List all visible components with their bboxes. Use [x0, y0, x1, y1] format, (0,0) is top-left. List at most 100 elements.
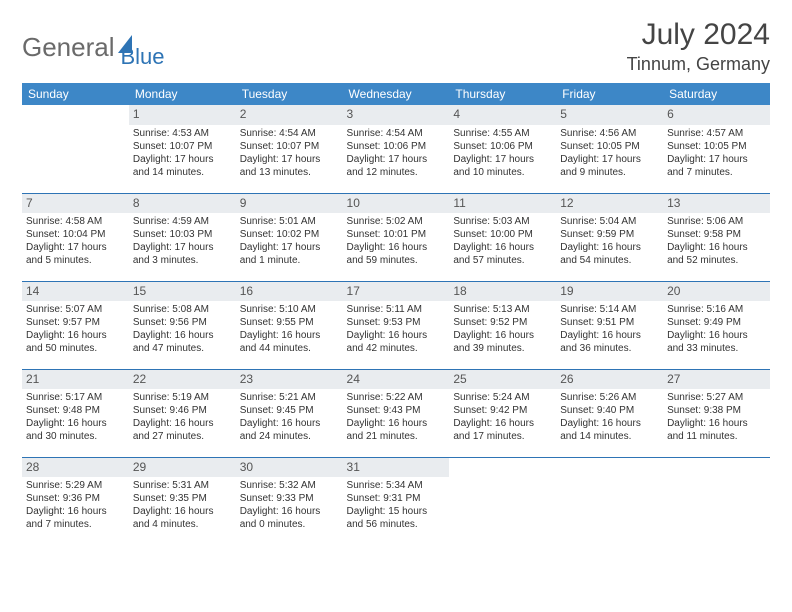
day-info: Sunrise: 5:14 AMSunset: 9:51 PMDaylight:… [560, 303, 659, 355]
day-number: 3 [343, 105, 450, 125]
sunrise-text: Sunrise: 5:24 AM [453, 391, 552, 404]
day-info: Sunrise: 4:55 AMSunset: 10:06 PMDaylight… [453, 127, 552, 179]
day-info: Sunrise: 5:32 AMSunset: 9:33 PMDaylight:… [240, 479, 339, 531]
sunrise-text: Sunrise: 4:55 AM [453, 127, 552, 140]
day-number: 26 [556, 370, 663, 390]
day-number: 22 [129, 370, 236, 390]
day-number: 28 [22, 458, 129, 478]
sunrise-text: Sunrise: 5:26 AM [560, 391, 659, 404]
calendar-week: 28Sunrise: 5:29 AMSunset: 9:36 PMDayligh… [22, 457, 770, 545]
day-info: Sunrise: 5:24 AMSunset: 9:42 PMDaylight:… [453, 391, 552, 443]
sunrise-text: Sunrise: 4:58 AM [26, 215, 125, 228]
day-number: 15 [129, 282, 236, 302]
sunrise-text: Sunrise: 5:29 AM [26, 479, 125, 492]
sunrise-text: Sunrise: 5:34 AM [347, 479, 446, 492]
sunrise-text: Sunrise: 4:54 AM [240, 127, 339, 140]
calendar-cell: 30Sunrise: 5:32 AMSunset: 9:33 PMDayligh… [236, 457, 343, 545]
day-info: Sunrise: 5:22 AMSunset: 9:43 PMDaylight:… [347, 391, 446, 443]
day-info: Sunrise: 5:02 AMSunset: 10:01 PMDaylight… [347, 215, 446, 267]
sunrise-text: Sunrise: 5:13 AM [453, 303, 552, 316]
day-info: Sunrise: 5:19 AMSunset: 9:46 PMDaylight:… [133, 391, 232, 443]
sunset-text: Sunset: 10:05 PM [667, 140, 766, 153]
sunset-text: Sunset: 10:07 PM [240, 140, 339, 153]
day-info: Sunrise: 4:59 AMSunset: 10:03 PMDaylight… [133, 215, 232, 267]
sunset-text: Sunset: 9:46 PM [133, 404, 232, 417]
sunset-text: Sunset: 9:58 PM [667, 228, 766, 241]
day-number: 8 [129, 194, 236, 214]
weekday-header-row: SundayMondayTuesdayWednesdayThursdayFrid… [22, 83, 770, 105]
calendar-cell: 17Sunrise: 5:11 AMSunset: 9:53 PMDayligh… [343, 281, 450, 369]
sunset-text: Sunset: 10:02 PM [240, 228, 339, 241]
calendar-cell: 14Sunrise: 5:07 AMSunset: 9:57 PMDayligh… [22, 281, 129, 369]
calendar-cell: 8Sunrise: 4:59 AMSunset: 10:03 PMDayligh… [129, 193, 236, 281]
sunrise-text: Sunrise: 5:11 AM [347, 303, 446, 316]
sunset-text: Sunset: 9:49 PM [667, 316, 766, 329]
sunrise-text: Sunrise: 5:08 AM [133, 303, 232, 316]
sunset-text: Sunset: 9:38 PM [667, 404, 766, 417]
day-info: Sunrise: 5:06 AMSunset: 9:58 PMDaylight:… [667, 215, 766, 267]
sunrise-text: Sunrise: 5:07 AM [26, 303, 125, 316]
logo-text-general: General [22, 32, 115, 63]
sunrise-text: Sunrise: 5:10 AM [240, 303, 339, 316]
calendar-cell: 20Sunrise: 5:16 AMSunset: 9:49 PMDayligh… [663, 281, 770, 369]
daylight-text: Daylight: 16 hours and 44 minutes. [240, 329, 339, 355]
calendar-cell: 3Sunrise: 4:54 AMSunset: 10:06 PMDayligh… [343, 105, 450, 193]
calendar-cell: 12Sunrise: 5:04 AMSunset: 9:59 PMDayligh… [556, 193, 663, 281]
month-title: July 2024 [627, 18, 770, 52]
sunrise-text: Sunrise: 5:31 AM [133, 479, 232, 492]
day-number: 11 [449, 194, 556, 214]
weekday-header: Sunday [22, 83, 129, 105]
sunrise-text: Sunrise: 5:04 AM [560, 215, 659, 228]
calendar-cell: 11Sunrise: 5:03 AMSunset: 10:00 PMDaylig… [449, 193, 556, 281]
day-info: Sunrise: 5:21 AMSunset: 9:45 PMDaylight:… [240, 391, 339, 443]
calendar-cell: 23Sunrise: 5:21 AMSunset: 9:45 PMDayligh… [236, 369, 343, 457]
calendar-cell: 4Sunrise: 4:55 AMSunset: 10:06 PMDayligh… [449, 105, 556, 193]
day-number: 6 [663, 105, 770, 125]
daylight-text: Daylight: 16 hours and 39 minutes. [453, 329, 552, 355]
weekday-header: Monday [129, 83, 236, 105]
daylight-text: Daylight: 16 hours and 0 minutes. [240, 505, 339, 531]
day-info: Sunrise: 5:27 AMSunset: 9:38 PMDaylight:… [667, 391, 766, 443]
calendar-cell: 7Sunrise: 4:58 AMSunset: 10:04 PMDayligh… [22, 193, 129, 281]
daylight-text: Daylight: 16 hours and 42 minutes. [347, 329, 446, 355]
sunset-text: Sunset: 9:53 PM [347, 316, 446, 329]
day-info: Sunrise: 5:01 AMSunset: 10:02 PMDaylight… [240, 215, 339, 267]
calendar-cell: 13Sunrise: 5:06 AMSunset: 9:58 PMDayligh… [663, 193, 770, 281]
day-info: Sunrise: 5:03 AMSunset: 10:00 PMDaylight… [453, 215, 552, 267]
header: General Blue July 2024 Tinnum, Germany [22, 18, 770, 75]
sunset-text: Sunset: 9:48 PM [26, 404, 125, 417]
calendar-cell [449, 457, 556, 545]
day-number: 25 [449, 370, 556, 390]
daylight-text: Daylight: 16 hours and 11 minutes. [667, 417, 766, 443]
day-number: 13 [663, 194, 770, 214]
calendar-cell: 18Sunrise: 5:13 AMSunset: 9:52 PMDayligh… [449, 281, 556, 369]
calendar-cell [556, 457, 663, 545]
sunset-text: Sunset: 10:01 PM [347, 228, 446, 241]
sunrise-text: Sunrise: 5:02 AM [347, 215, 446, 228]
calendar-cell: 2Sunrise: 4:54 AMSunset: 10:07 PMDayligh… [236, 105, 343, 193]
sunset-text: Sunset: 10:05 PM [560, 140, 659, 153]
sunset-text: Sunset: 9:57 PM [26, 316, 125, 329]
day-info: Sunrise: 4:57 AMSunset: 10:05 PMDaylight… [667, 127, 766, 179]
day-info: Sunrise: 5:16 AMSunset: 9:49 PMDaylight:… [667, 303, 766, 355]
day-info: Sunrise: 5:26 AMSunset: 9:40 PMDaylight:… [560, 391, 659, 443]
sunset-text: Sunset: 9:33 PM [240, 492, 339, 505]
daylight-text: Daylight: 16 hours and 27 minutes. [133, 417, 232, 443]
day-info: Sunrise: 5:29 AMSunset: 9:36 PMDaylight:… [26, 479, 125, 531]
day-info: Sunrise: 4:56 AMSunset: 10:05 PMDaylight… [560, 127, 659, 179]
weekday-header: Tuesday [236, 83, 343, 105]
logo-text-blue: Blue [121, 24, 165, 70]
daylight-text: Daylight: 17 hours and 5 minutes. [26, 241, 125, 267]
day-info: Sunrise: 5:11 AMSunset: 9:53 PMDaylight:… [347, 303, 446, 355]
day-info: Sunrise: 5:17 AMSunset: 9:48 PMDaylight:… [26, 391, 125, 443]
day-info: Sunrise: 5:34 AMSunset: 9:31 PMDaylight:… [347, 479, 446, 531]
sunrise-text: Sunrise: 5:27 AM [667, 391, 766, 404]
sunrise-text: Sunrise: 5:17 AM [26, 391, 125, 404]
day-number: 4 [449, 105, 556, 125]
sunrise-text: Sunrise: 5:06 AM [667, 215, 766, 228]
day-number: 29 [129, 458, 236, 478]
day-number: 21 [22, 370, 129, 390]
sunrise-text: Sunrise: 5:14 AM [560, 303, 659, 316]
daylight-text: Daylight: 17 hours and 9 minutes. [560, 153, 659, 179]
title-block: July 2024 Tinnum, Germany [627, 18, 770, 75]
